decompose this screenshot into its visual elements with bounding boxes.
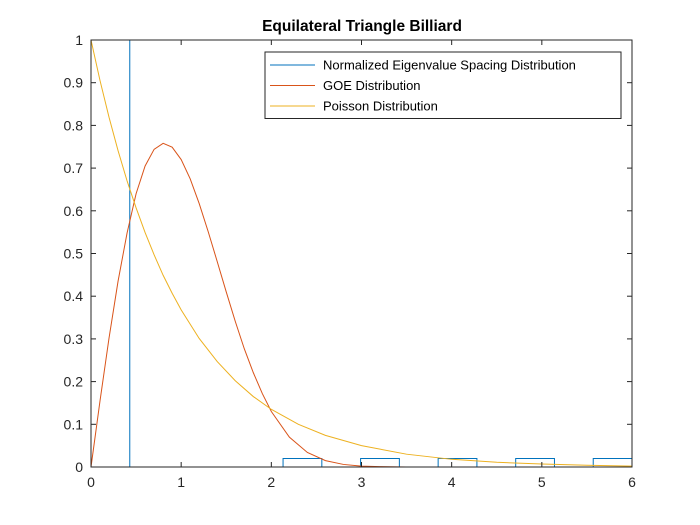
- y-tick-label: 0.5: [64, 246, 84, 262]
- y-tick-label: 0.2: [64, 374, 84, 390]
- series-line-poisson: [90, 39, 633, 467]
- x-tick-label: 5: [538, 474, 546, 490]
- chart-title: Equilateral Triangle Billiard: [262, 18, 462, 35]
- y-tick-label: 0: [75, 459, 83, 475]
- legend: Normalized Eigenvalue Spacing Distributi…: [264, 51, 622, 119]
- y-tick-label: 0.7: [64, 160, 84, 176]
- y-tick-label: 1: [75, 32, 83, 48]
- y-tick-label: 0.1: [64, 416, 84, 432]
- legend-label-poisson: Poisson Distribution: [323, 99, 438, 114]
- y-tick-label: 0.4: [64, 288, 84, 304]
- x-tick-label: 6: [628, 474, 636, 490]
- x-tick-label: 3: [358, 474, 366, 490]
- legend-label-histogram: Normalized Eigenvalue Spacing Distributi…: [323, 58, 576, 73]
- x-tick-label: 1: [177, 474, 185, 490]
- legend-label-goe: GOE Distribution: [323, 78, 421, 93]
- x-tick-label: 2: [267, 474, 275, 490]
- x-tick-label: 0: [87, 474, 95, 490]
- y-tick-label: 0.3: [64, 331, 84, 347]
- y-tick-label: 0.9: [64, 75, 84, 91]
- y-tick-label: 0.6: [64, 203, 84, 219]
- x-tick-label: 4: [448, 474, 456, 490]
- legend-box: [264, 51, 622, 119]
- y-tick-label: 0.8: [64, 117, 84, 133]
- axes-layer: 0 1 2 3 4 5 6 0 0.1 0.2 0.3 0.4 0.5 0.6 0.7 0.8 0.9 1: [64, 32, 637, 490]
